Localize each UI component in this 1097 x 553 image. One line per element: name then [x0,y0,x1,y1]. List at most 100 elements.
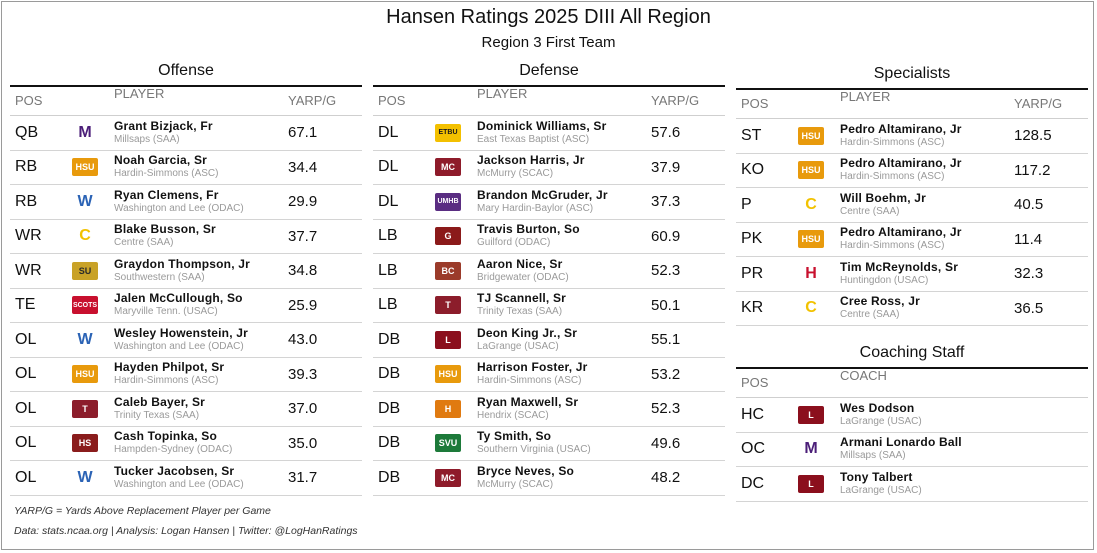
hampden-logo: HS [72,434,98,453]
player-header: PLAYER [114,86,165,101]
value-header: YARP/G [1014,96,1063,111]
position: LB [378,261,398,279]
yarp-value: 31.7 [288,469,318,487]
yarp-value: 48.2 [651,469,681,487]
coach-name: Wes Dodson [840,400,915,415]
position: OC [741,440,765,458]
yarp-value: 50.1 [651,296,681,314]
table-row: DB SVU Ty Smith, So Southern Virginia (USAC… [373,427,725,461]
value-header: YARP/G [651,93,700,108]
position: OL [15,365,37,383]
school-name: Hardin-Simmons (ASC) [840,136,945,148]
position: RB [15,158,38,176]
yarp-value: 37.9 [651,158,681,176]
position: OL [15,399,37,417]
table-row: WR C Blake Busson, Sr Centre (SAA) 37.7 [10,220,362,254]
school-name: Hendrix (SCAC) [477,409,549,421]
table-row: RB W Ryan Clemens, Fr Washington and Lee (O… [10,185,362,220]
position: WR [15,261,42,279]
position: PK [741,230,763,248]
position: HC [741,405,765,423]
table-row: DB HSU Harrison Foster, Jr Hardin-Simmons (… [373,358,725,392]
yarp-value: 52.3 [651,400,681,418]
position: DB [378,365,401,383]
table-row: LB T TJ Scannell, Sr Trinity Texas (SAA) 50.… [373,289,725,323]
position: QB [15,123,39,141]
trinity-logo: T [72,399,98,418]
player-name: TJ Scannell, Sr [477,291,567,306]
table-row: OL W Wesley Howenstein, Jr Washington and L… [10,323,362,358]
player-name: Bryce Neves, So [477,463,575,478]
table-row: OC M Armani Lonardo Ball Millsaps (SAA) [736,433,1088,467]
table-row: DB L Deon King Jr., Sr LaGrange (USAC) 55.1 [373,323,725,358]
school-name: Hardin-Simmons (ASC) [477,375,582,387]
player-name: Aaron Nice, Sr [477,256,563,271]
player-name: Brandon McGruder, Jr [477,187,608,202]
position: DL [378,123,399,141]
position: DB [378,434,401,452]
player-name: Deon King Jr., Sr [477,325,578,340]
yarp-value: 11.4 [1014,230,1043,248]
yarp-value: 128.5 [1014,127,1052,145]
huntingdon-logo: H [798,264,824,283]
player-name: Harrison Foster, Jr [477,360,588,375]
yarp-value: 49.6 [651,434,681,452]
table-header: POS COACH [736,369,1088,398]
table-row: P C Will Boehm, Jr Centre (SAA) 40.5 [736,188,1088,223]
table-row: DL UMHB Brandon McGruder, Jr Mary Hardin-Ba… [373,185,725,220]
position: DL [378,192,399,210]
hsu-logo: HSU [72,365,98,384]
position: DC [741,474,765,492]
table-row: KR C Cree Ross, Jr Centre (SAA) 36.5 [736,292,1088,326]
yarp-value: 55.1 [651,331,681,349]
graphic-title: Hansen Ratings 2025 DIII All Region [386,6,711,28]
position: KR [741,299,764,317]
hsu-logo: HSU [798,126,824,145]
centre-logo: C [798,299,824,318]
centre-logo: C [798,195,824,214]
player-name: Graydon Thompson, Jr [114,256,251,271]
table-row: TE SCOTS Jalen McCullough, So Maryville Ten… [10,289,362,323]
player-name: Blake Busson, Sr [114,222,216,237]
position: P [741,195,752,213]
yarp-value: 39.3 [288,365,318,383]
yarp-value: 57.6 [651,124,681,142]
table-row: OL HS Cash Topinka, So Hampden-Sydney (ODAC… [10,427,362,461]
school-name: McMurry (SCAC) [477,168,554,180]
position: OL [15,434,37,452]
school-name: Huntingdon (USAC) [840,274,929,286]
hsu-logo: HSU [798,161,824,180]
coach-name: Tony Talbert [840,469,913,484]
player-name: Tucker Jacobsen, Sr [114,463,235,478]
school-name: McMurry (SCAC) [477,478,554,490]
position: DB [378,468,401,486]
player-name: Pedro Altamirano, Jr [840,225,962,240]
table-row: KO HSU Pedro Altamirano, Jr Hardin-Simmons … [736,154,1088,188]
player-name: Jackson Harris, Jr [477,153,585,168]
table-header: POS PLAYER YARP/G [10,87,362,116]
position: PR [741,264,764,282]
player-name: Ty Smith, So [477,429,552,444]
millsaps-logo: M [798,440,824,459]
school-name: Hardin-Simmons (ASC) [114,168,219,180]
school-name: Trinity Texas (SAA) [114,409,200,421]
school-name: Trinity Texas (SAA) [477,306,563,318]
table-row: PK HSU Pedro Altamirano, Jr Hardin-Simmons … [736,223,1088,257]
school-name: Centre (SAA) [114,237,174,249]
player-name: Travis Burton, So [477,222,580,237]
school-name: Guilford (ODAC) [477,237,551,249]
mcmurry-logo: MC [435,468,461,487]
table-row: PR H Tim McReynolds, Sr Huntingdon (USAC) 32… [736,257,1088,292]
school-name: LaGrange (USAC) [840,415,922,427]
lagrange-logo: L [798,405,824,424]
player-header: PLAYER [840,89,891,104]
value-header: YARP/G [288,93,337,108]
defense-section: Defense POS PLAYER YARP/G DL ETBU Dominick… [373,60,725,496]
player-name: Dominick Williams, Sr [477,118,607,133]
pos-header: POS [741,375,769,390]
trinity-logo: T [435,296,461,315]
player-name: Wesley Howenstein, Jr [114,325,249,340]
wl-logo: W [72,192,98,211]
yarp-value: 34.4 [288,158,318,176]
